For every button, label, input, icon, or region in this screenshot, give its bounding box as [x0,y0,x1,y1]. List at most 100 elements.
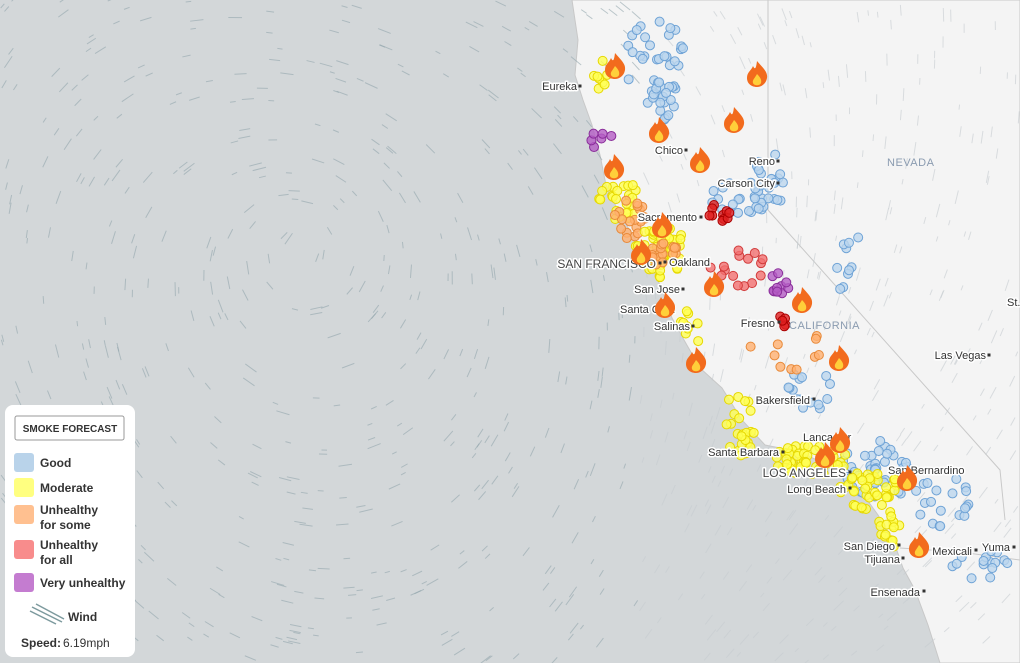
wind-streak [801,35,805,46]
wind-streak [379,44,393,51]
wind-streak [473,348,479,360]
fire-icon [704,271,725,297]
sensor-dot [659,51,670,62]
wind-streak [905,158,908,169]
sensor-dot [637,53,648,64]
wind-streak [239,128,251,131]
city-label: Las Vegas [935,350,987,362]
wind-streak [706,629,717,641]
wind-streak [570,56,582,66]
sensor-dot [644,40,655,51]
sensor-dot [728,270,739,281]
wind-streak [288,640,301,644]
fire-icon [815,442,836,468]
flame-outer [747,61,768,87]
wind-streak [145,206,153,219]
wind-streak [518,150,522,155]
wind-streak [644,628,653,639]
wind-streak [115,158,123,168]
wind-streak [104,345,109,358]
flame-inner [660,305,670,317]
wind-streak [698,454,703,463]
wind-streak [554,601,563,612]
wind-streak [471,273,473,285]
wind-streak [775,558,780,564]
sensor-dot [872,469,883,480]
wind-streak [1013,505,1019,513]
sensor-dot [616,223,627,234]
wind-streak [593,174,600,184]
wind-streak [239,320,247,329]
wind-streak [308,569,317,572]
wind-streak [589,244,593,253]
wind-streak [294,520,306,524]
wind-streak [247,472,258,479]
wind-streak [85,47,92,53]
wind-streak [356,77,364,82]
wind-streak [681,148,687,161]
wind-streak [619,481,624,490]
wind-streak [4,6,10,12]
legend-label: Very unhealthy [40,576,126,590]
wind-streak [643,172,650,185]
sensor-dot [663,110,674,121]
wind-streak [358,280,366,293]
wind-streak [642,556,647,563]
wind-streak [451,494,460,503]
city-marker [974,548,978,552]
wind-streak [549,598,557,608]
sensor-dot [592,71,603,82]
smoke-forecast-button[interactable] [14,415,125,441]
city-label: Ensenada [870,587,920,599]
wind-streak [442,73,450,78]
sensor-dot [755,270,766,281]
wind-streak [409,294,413,301]
wind-streak [450,441,455,447]
sensor-dot [775,169,786,180]
wind-streak [767,323,771,331]
wind-streak [0,3,5,9]
wind-streak [190,27,196,30]
wind-streak [124,278,127,291]
wind-streak [963,348,971,361]
wind-streak [631,11,641,20]
wind-streak [569,622,579,634]
wind-streak [764,511,773,523]
sensor-dot [721,419,732,430]
sensor-dot [669,242,680,253]
flame-inner [657,225,667,237]
wind-streak [953,357,959,365]
wind-streak [982,635,991,644]
wind-streak [372,148,380,155]
wind-streak [796,242,799,250]
flame-inner [729,120,739,132]
wind-streak [987,309,993,322]
wind-streak [341,362,355,369]
wind-streak [554,119,563,127]
wind-streak [809,42,812,48]
speed-label: Speed: [21,636,61,650]
wind-streak [568,586,578,598]
wind-streak [715,406,721,420]
wind-streak [380,285,384,292]
wind-streak [234,73,247,75]
wind-streak [709,25,715,32]
sensor-dot [782,443,793,454]
wind-streak [659,399,663,408]
wind-streak [188,622,195,628]
wind-streak [275,636,283,640]
wind-streak [600,376,603,388]
wind-streak [963,231,967,237]
button-label[interactable]: SMOKE FORECAST [23,424,117,435]
wind-streak [401,70,410,76]
wind-streak [42,117,47,123]
wind-streak [420,338,428,350]
flame-inner [914,545,924,557]
wind-streak [717,480,722,487]
sensor-dot [749,248,760,259]
sensor-dot [718,261,729,272]
city-marker [848,470,852,474]
wind-streak [175,92,182,96]
wind-streak [940,359,948,372]
sensor-dot [853,232,864,243]
